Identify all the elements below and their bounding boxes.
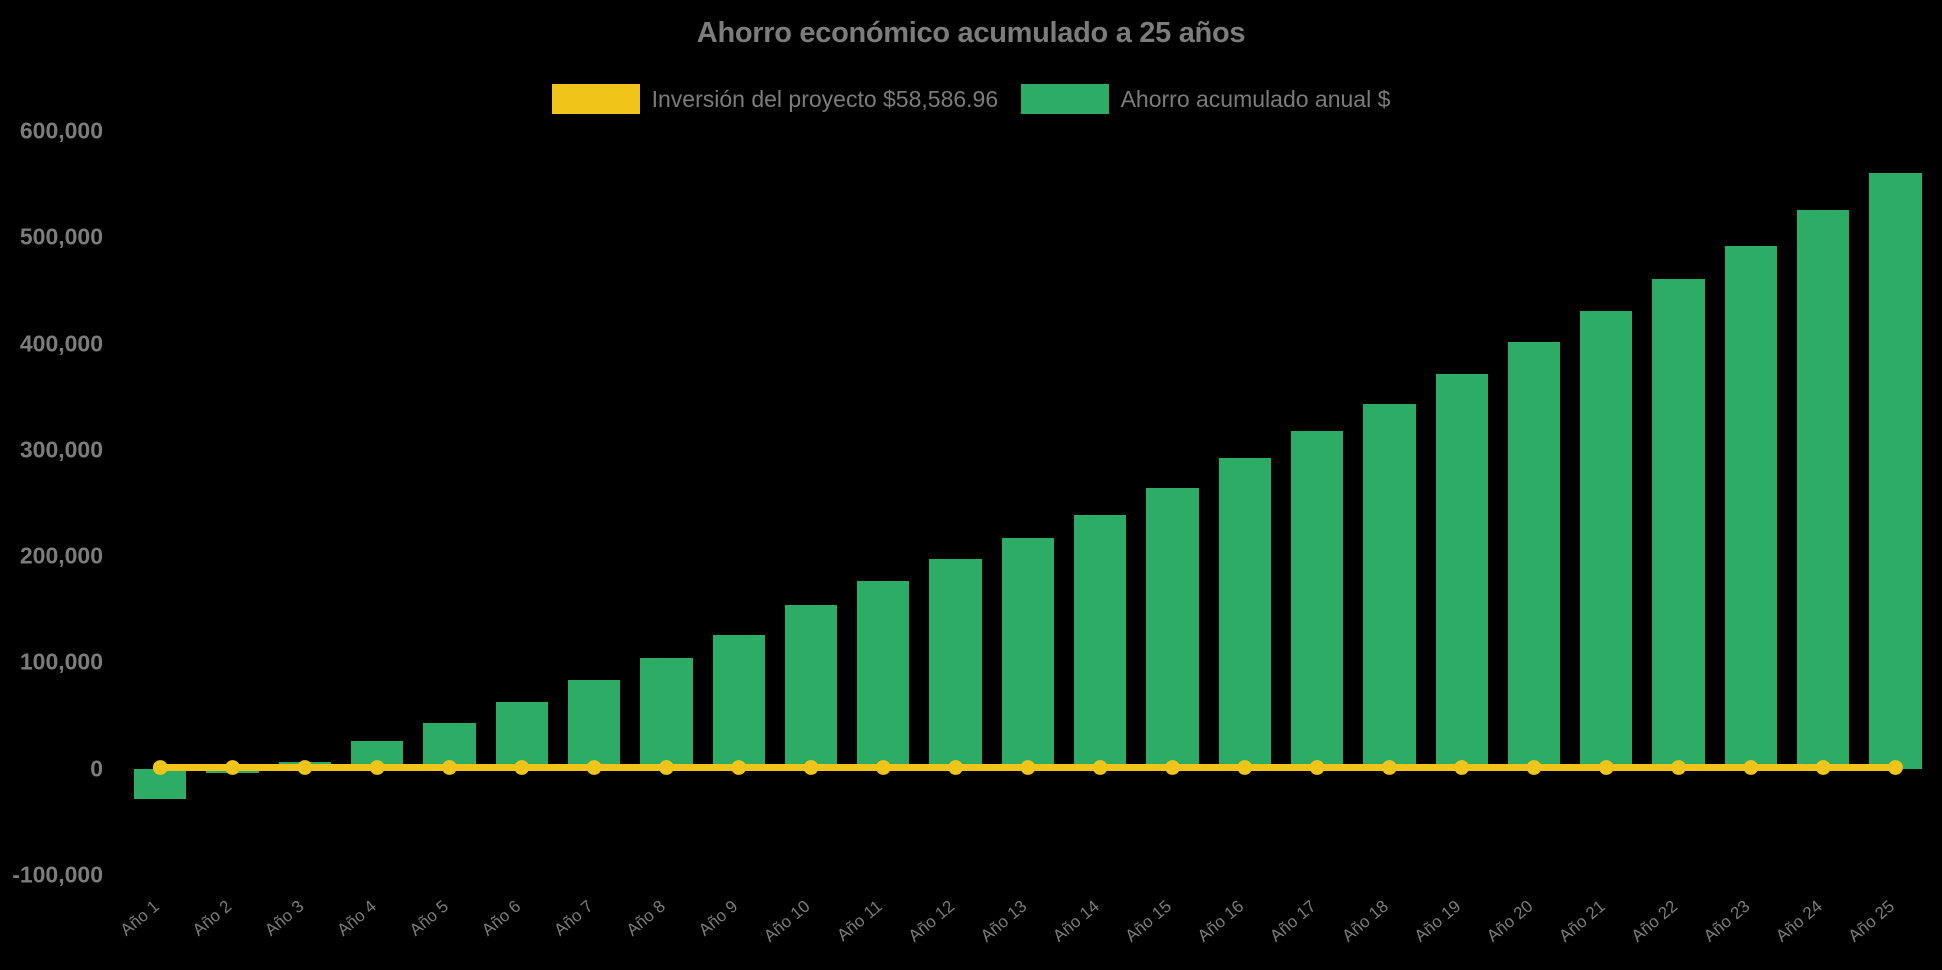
svg-text:Año 17: Año 17 (1266, 897, 1319, 946)
svg-text:Año 7: Año 7 (550, 897, 596, 940)
svg-text:Año 16: Año 16 (1194, 897, 1247, 946)
svg-text:Año 23: Año 23 (1700, 897, 1753, 946)
svg-text:Año 24: Año 24 (1772, 897, 1825, 946)
svg-text:Año 13: Año 13 (977, 897, 1030, 946)
svg-text:Año 4: Año 4 (334, 897, 380, 940)
svg-text:Año 8: Año 8 (623, 897, 669, 940)
svg-text:Año 18: Año 18 (1338, 897, 1391, 946)
svg-text:Año 20: Año 20 (1483, 897, 1536, 946)
svg-text:Año 12: Año 12 (905, 897, 958, 946)
svg-text:Año 19: Año 19 (1411, 897, 1464, 946)
svg-text:Año 15: Año 15 (1122, 897, 1175, 946)
svg-text:Año 1: Año 1 (117, 897, 163, 940)
svg-text:Año 5: Año 5 (406, 897, 452, 940)
svg-text:Año 11: Año 11 (833, 897, 886, 945)
svg-text:Año 14: Año 14 (1049, 897, 1102, 946)
svg-text:Año 10: Año 10 (760, 897, 813, 946)
svg-text:Año 6: Año 6 (478, 897, 524, 940)
svg-text:Año 21: Año 21 (1555, 897, 1608, 946)
svg-text:Año 2: Año 2 (189, 897, 235, 940)
svg-text:Año 3: Año 3 (261, 897, 307, 940)
svg-text:Año 25: Año 25 (1845, 897, 1898, 946)
svg-text:Año 22: Año 22 (1628, 897, 1681, 946)
svg-text:Año 9: Año 9 (695, 897, 741, 940)
